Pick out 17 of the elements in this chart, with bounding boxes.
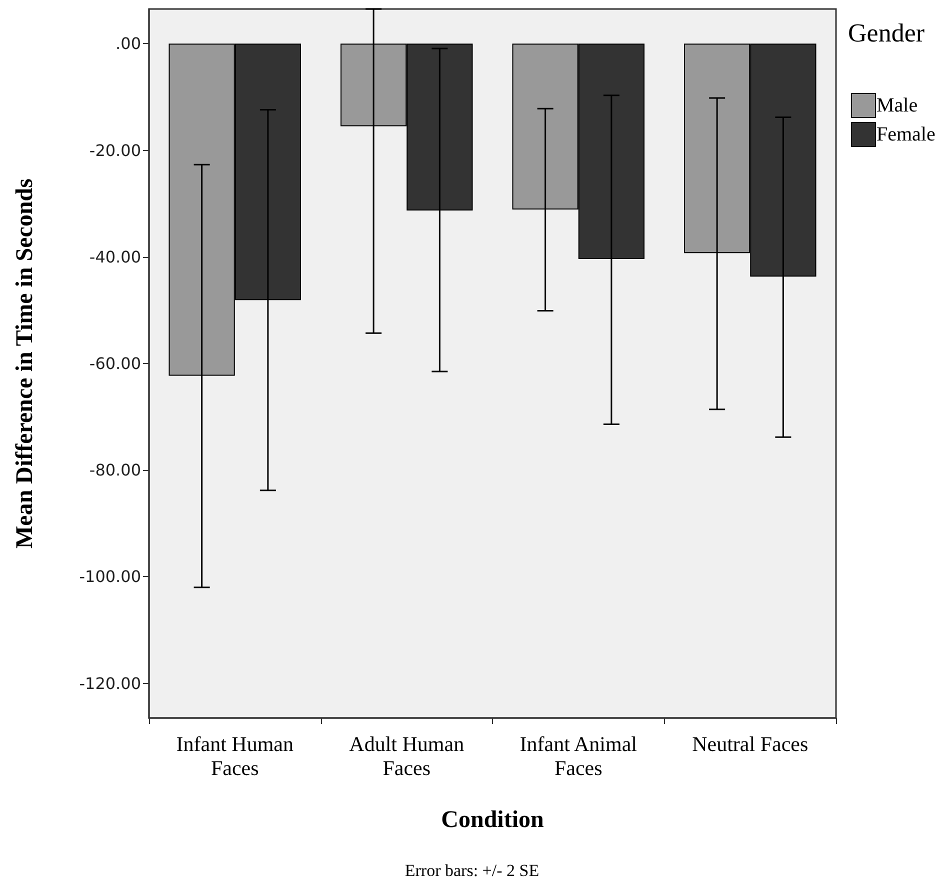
x-tick-label: Adult Human Faces <box>349 732 465 780</box>
y-tick-label: -40.00 <box>89 247 141 266</box>
x-tick-label: Infant Human Faces <box>176 732 294 780</box>
y-tick-label: -100.00 <box>79 567 141 586</box>
y-tick-label: -60.00 <box>89 354 141 373</box>
y-tick-label: -120.00 <box>79 674 141 693</box>
y-tick-label: -80.00 <box>89 460 141 480</box>
legend-label: Female <box>876 124 936 146</box>
y-axis-title: Mean Difference in Time in Seconds <box>12 178 38 548</box>
x-axis-title: Condition <box>441 807 544 833</box>
x-tick-label: Infant Animal Faces <box>520 732 638 780</box>
x-tick-label: Neutral Faces <box>692 732 808 756</box>
y-tick-label: .00 <box>116 34 141 54</box>
text: Error bars: +/- 2 SE <box>404 861 540 880</box>
legend-title: Gender <box>848 18 925 48</box>
legend-label: Male <box>876 94 918 116</box>
y-tick-label: -20.00 <box>89 140 141 160</box>
